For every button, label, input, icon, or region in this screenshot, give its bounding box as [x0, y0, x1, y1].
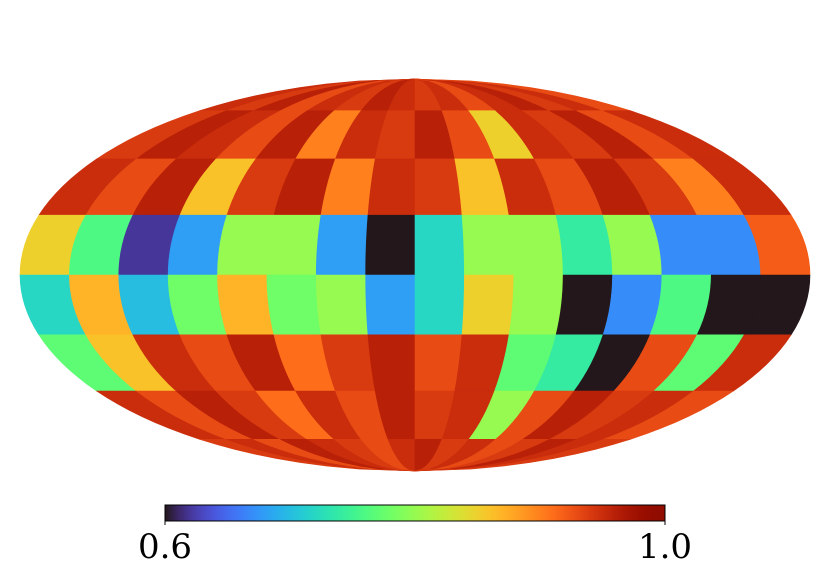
map-cell [461, 274, 515, 336]
map-cell [414, 439, 631, 472]
map-cell [266, 214, 322, 276]
colorbar: 0.6 1.0 [138, 504, 692, 561]
map-cell [367, 158, 416, 216]
map-cell [461, 214, 515, 276]
map-cell [508, 274, 564, 336]
map-cell [367, 334, 416, 392]
map-cell [555, 274, 613, 336]
map-cell [315, 274, 369, 336]
map-cell [414, 274, 465, 336]
colorbar-gradient [164, 504, 666, 522]
map-cell [414, 158, 463, 216]
map-cell [266, 274, 322, 336]
map-cell [414, 214, 465, 276]
colorbar-tick-label: 0.6 [138, 527, 192, 561]
map-cell [414, 334, 463, 392]
map-cell [315, 214, 369, 276]
map-cell [217, 274, 275, 336]
map-cell [217, 214, 275, 276]
map-cell [365, 274, 416, 336]
colorbar-tick-label: 1.0 [638, 527, 692, 561]
map-cell [365, 214, 416, 276]
map [19, 78, 811, 472]
map-cell [555, 214, 613, 276]
map-cell [508, 214, 564, 276]
